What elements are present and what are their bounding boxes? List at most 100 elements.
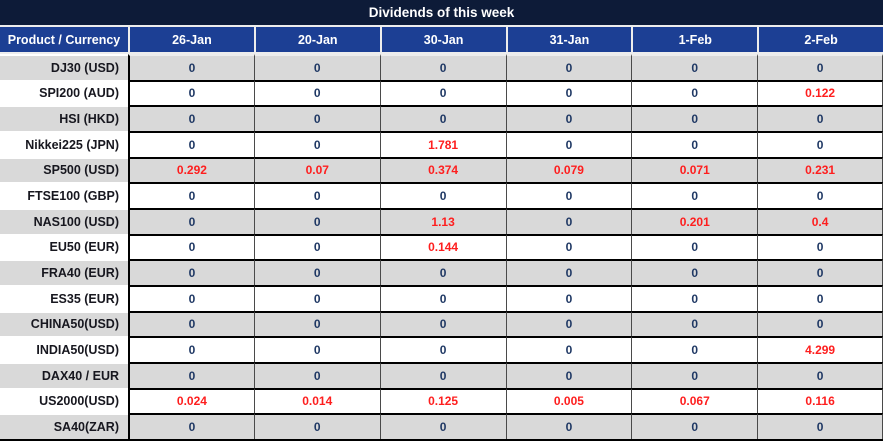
dividend-value: 0 [379, 310, 506, 337]
dividend-value-nonzero: 0.014 [253, 387, 380, 414]
dividend-value: 0 [253, 310, 380, 337]
dividend-value-nonzero: 0.292 [128, 156, 254, 183]
table-row: FRA40 (EUR) 0 0 0 0 0 0 [0, 259, 883, 285]
table-row: SPI200 (AUD) 0 0 0 0 0 0.122 [0, 79, 883, 106]
dividend-value-nonzero: 0.144 [379, 233, 506, 260]
dividend-value-nonzero: 1.781 [379, 130, 506, 157]
product-label: DAX40 / EUR [0, 361, 128, 388]
dividend-value: 0 [253, 233, 380, 260]
dividend-value: 0 [253, 259, 380, 285]
product-label: HSI (HKD) [0, 105, 128, 131]
dividend-value-nonzero: 0.4 [757, 207, 883, 234]
dividend-value: 0 [505, 336, 632, 362]
dividend-value: 0 [253, 79, 380, 106]
dividend-value: 0 [379, 54, 506, 80]
table-row: HSI (HKD) 0 0 0 0 0 0 [0, 105, 883, 131]
date-column-header: 1-Feb [633, 27, 758, 52]
table-row: FTSE100 (GBP) 0 0 0 0 0 0 [0, 182, 883, 208]
dividend-value: 0 [757, 182, 883, 208]
dividend-value-nonzero: 1.13 [379, 207, 506, 234]
dividend-value: 0 [253, 54, 380, 80]
dividend-value-nonzero: 0.07 [253, 156, 380, 183]
table-row: ES35 (EUR) 0 0 0 0 0 0 [0, 284, 883, 311]
dividend-value: 0 [253, 361, 380, 388]
dividend-value-nonzero: 0.067 [631, 387, 758, 414]
product-label: FRA40 (EUR) [0, 259, 128, 285]
dividend-value: 0 [128, 130, 254, 157]
dividend-value: 0 [128, 284, 254, 311]
dividend-value: 0 [631, 233, 758, 260]
product-label: SP500 (USD) [0, 156, 128, 183]
dividend-value: 0 [379, 361, 506, 388]
table-row: CHINA50(USD) 0 0 0 0 0 0 [0, 310, 883, 337]
dividend-value: 0 [757, 310, 883, 337]
dividend-value-nonzero: 0.374 [379, 156, 506, 183]
date-column-header: 31-Jan [507, 27, 632, 52]
dividend-value: 0 [757, 233, 883, 260]
product-label: ES35 (EUR) [0, 284, 128, 311]
product-label: NAS100 (USD) [0, 207, 128, 234]
product-label: INDIA50(USD) [0, 336, 128, 362]
dividend-value: 0 [505, 79, 632, 106]
dividend-value: 0 [253, 336, 380, 362]
dividend-value: 0 [128, 105, 254, 131]
dividend-value: 0 [379, 284, 506, 311]
dividend-value: 0 [128, 54, 254, 80]
product-label: EU50 (EUR) [0, 233, 128, 260]
date-column-header: 26-Jan [130, 27, 254, 52]
product-label: CHINA50(USD) [0, 310, 128, 337]
dividend-value: 0 [505, 284, 632, 311]
dividend-value: 0 [505, 361, 632, 388]
dividend-value: 0 [253, 130, 380, 157]
dividend-value: 0 [631, 54, 758, 80]
dividend-value: 0 [631, 413, 758, 439]
table-header-row: Product / Currency 26-Jan 20-Jan 30-Jan 31-J… [0, 27, 883, 54]
dividend-value-nonzero: 0.005 [505, 387, 632, 414]
dividend-value: 0 [128, 361, 254, 388]
product-label: SPI200 (AUD) [0, 79, 128, 106]
dividend-value-nonzero: 4.299 [757, 336, 883, 362]
dividend-value: 0 [379, 336, 506, 362]
table-row: DAX40 / EUR 0 0 0 0 0 0 [0, 361, 883, 388]
dividend-value-nonzero: 0.231 [757, 156, 883, 183]
table-body: DJ30 (USD) 0 0 0 0 0 0 SPI200 (AUD) 0 0 0 0 0 0.122 HS… [0, 54, 883, 441]
dividend-value: 0 [128, 79, 254, 106]
dividend-value: 0 [505, 182, 632, 208]
table-row: SA40(ZAR) 0 0 0 0 0 0 [0, 413, 883, 439]
product-currency-header: Product / Currency [0, 27, 128, 52]
table-row: SP500 (USD) 0.292 0.07 0.374 0.079 0.071 0.231 [0, 156, 883, 183]
dividend-value: 0 [128, 233, 254, 260]
dividend-value: 0 [631, 79, 758, 106]
product-label: DJ30 (USD) [0, 54, 128, 80]
dividend-value: 0 [631, 182, 758, 208]
dividend-value: 0 [379, 413, 506, 439]
dividend-value: 0 [128, 310, 254, 337]
dividend-value: 0 [379, 105, 506, 131]
dividend-value: 0 [505, 105, 632, 131]
dividend-value: 0 [631, 259, 758, 285]
dividend-value: 0 [505, 130, 632, 157]
dividend-value: 0 [505, 54, 632, 80]
dividend-value: 0 [631, 130, 758, 157]
dividend-value-nonzero: 0.071 [631, 156, 758, 183]
dividend-value: 0 [253, 207, 380, 234]
dividend-value: 0 [757, 413, 883, 439]
dividend-value: 0 [631, 105, 758, 131]
dividend-value: 0 [128, 259, 254, 285]
dividend-value: 0 [379, 79, 506, 106]
dividend-value: 0 [757, 259, 883, 285]
table-row: NAS100 (USD) 0 0 1.13 0 0.201 0.4 [0, 207, 883, 234]
product-label: Nikkei225 (JPN) [0, 130, 128, 157]
product-label: SA40(ZAR) [0, 413, 128, 439]
dividend-value: 0 [757, 54, 883, 80]
table-row: DJ30 (USD) 0 0 0 0 0 0 [0, 54, 883, 80]
dividend-value-nonzero: 0.125 [379, 387, 506, 414]
dividend-value: 0 [505, 207, 632, 234]
table-row: Nikkei225 (JPN) 0 0 1.781 0 0 0 [0, 130, 883, 157]
dividend-value: 0 [631, 361, 758, 388]
dividend-value: 0 [631, 284, 758, 311]
dividend-value: 0 [379, 182, 506, 208]
date-column-header: 20-Jan [255, 27, 380, 52]
date-column-header: 2-Feb [759, 27, 883, 52]
